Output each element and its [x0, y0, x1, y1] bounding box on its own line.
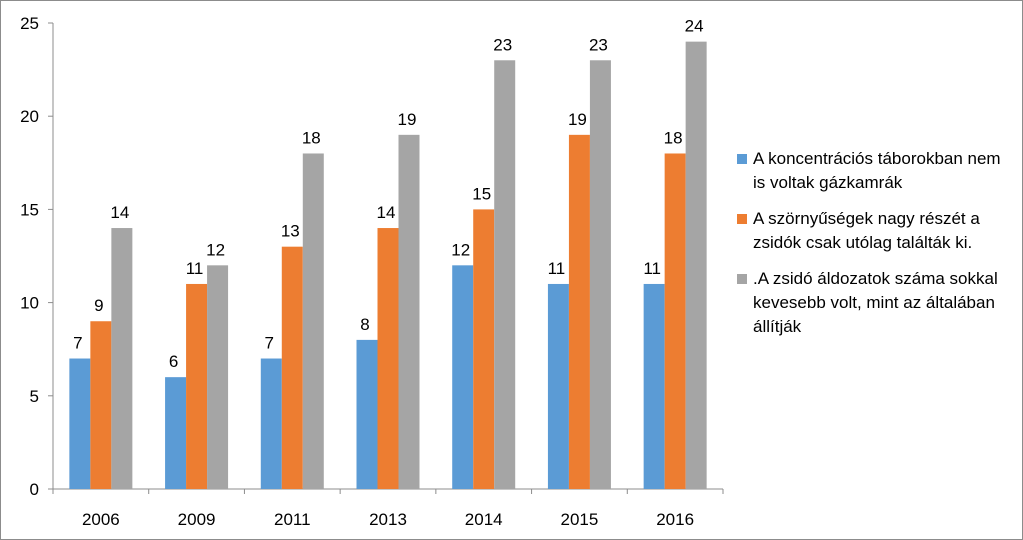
- data-label-series-2: 15: [472, 184, 491, 203]
- data-label-series-3: 23: [493, 35, 512, 54]
- y-tick-label: 20: [20, 107, 39, 126]
- bar-series-1: [547, 283, 569, 489]
- y-tick-label: 10: [20, 294, 39, 313]
- x-category-label: 2006: [82, 510, 120, 529]
- y-tick-label: 0: [30, 480, 39, 499]
- y-tick-label: 15: [20, 200, 39, 219]
- data-label-series-3: 18: [302, 128, 321, 147]
- legend: A koncentrációs táborokban nem is voltak…: [737, 147, 1017, 351]
- bar-series-3: [589, 60, 611, 489]
- x-category-label: 2013: [369, 510, 407, 529]
- data-label-series-1: 8: [360, 315, 369, 334]
- x-category-label: 2015: [561, 510, 599, 529]
- x-category-label: 2014: [465, 510, 503, 529]
- bar-series-2: [568, 134, 590, 489]
- legend-item-series-3: .A zsidó áldozatok száma sokkal kevesebb…: [737, 267, 1017, 339]
- bar-series-3: [111, 228, 133, 490]
- x-category-label: 2016: [656, 510, 694, 529]
- legend-swatch-series-3: [737, 274, 747, 284]
- bar-series-1: [452, 265, 474, 489]
- bar-series-3: [207, 265, 229, 489]
- data-label-series-3: 19: [398, 110, 417, 129]
- data-label-series-3: 24: [685, 17, 704, 36]
- data-label-series-2: 11: [186, 259, 204, 278]
- data-label-series-3: 14: [110, 203, 129, 222]
- data-label-series-2: 14: [377, 203, 396, 222]
- y-tick-label: 5: [30, 387, 39, 406]
- data-label-series-1: 6: [169, 352, 178, 371]
- legend-label-series-3: .A zsidó áldozatok száma sokkal kevesebb…: [753, 269, 998, 336]
- legend-item-series-2: A szörnyűségek nagy részét a zsidók csak…: [737, 207, 1017, 255]
- legend-item-series-1: A koncentrációs táborokban nem is voltak…: [737, 147, 1017, 195]
- data-label-series-2: 19: [568, 110, 587, 129]
- bar-series-2: [377, 228, 399, 490]
- bar-series-1: [260, 358, 282, 489]
- bar-series-2: [90, 321, 112, 489]
- bar-series-3: [398, 134, 420, 489]
- bar-series-3: [302, 153, 324, 490]
- legend-label-series-1: A koncentrációs táborokban nem is voltak…: [753, 149, 1001, 192]
- data-label-series-2: 9: [94, 296, 103, 315]
- bar-series-2: [473, 209, 495, 489]
- data-label-series-2: 18: [664, 128, 683, 147]
- data-label-series-3: 23: [589, 35, 608, 54]
- x-category-label: 2011: [274, 510, 311, 529]
- legend-swatch-series-1: [737, 154, 747, 164]
- x-category-label: 2009: [178, 510, 216, 529]
- bar-series-2: [186, 283, 208, 489]
- legend-swatch-series-2: [737, 214, 747, 224]
- data-label-series-1: 11: [548, 259, 566, 278]
- data-label-series-3: 12: [206, 240, 225, 259]
- data-label-series-1: 7: [73, 334, 82, 353]
- bar-series-1: [356, 339, 378, 489]
- bar-series-3: [494, 60, 516, 489]
- bar-series-1: [643, 283, 665, 489]
- data-label-series-1: 7: [265, 334, 274, 353]
- y-tick-label: 25: [20, 14, 39, 33]
- legend-label-series-2: A szörnyűségek nagy részét a zsidók csak…: [753, 209, 980, 252]
- data-label-series-1: 11: [643, 259, 661, 278]
- bar-series-1: [165, 377, 187, 489]
- bar-series-1: [69, 358, 91, 489]
- bar-series-2: [281, 246, 303, 489]
- data-label-series-1: 12: [451, 240, 470, 259]
- bar-series-3: [685, 41, 707, 489]
- bar-series-2: [664, 153, 686, 490]
- data-label-series-2: 13: [281, 222, 300, 241]
